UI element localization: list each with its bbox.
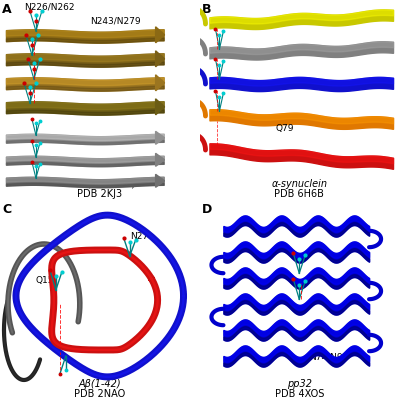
Text: HET-s(218-289): HET-s(218-289)	[62, 179, 137, 189]
Text: B: B	[201, 3, 211, 16]
Text: PDB 2KJ3: PDB 2KJ3	[77, 189, 122, 199]
Text: Aβ(1-42): Aβ(1-42)	[79, 379, 121, 389]
Polygon shape	[156, 131, 164, 144]
Text: N226/N262: N226/N262	[24, 3, 75, 12]
Text: α-synuclein: α-synuclein	[271, 179, 327, 189]
Text: C: C	[2, 203, 11, 216]
Polygon shape	[156, 75, 164, 91]
Text: N74/N98: N74/N98	[309, 352, 349, 361]
Text: A: A	[2, 3, 12, 16]
Text: PDB 2NAO: PDB 2NAO	[74, 389, 125, 399]
Text: PDB 6H6B: PDB 6H6B	[275, 189, 324, 199]
Polygon shape	[156, 27, 164, 43]
Polygon shape	[156, 174, 164, 187]
Polygon shape	[156, 153, 164, 166]
Polygon shape	[156, 51, 164, 67]
Text: PDB 4XOS: PDB 4XOS	[275, 389, 324, 399]
Text: Q79: Q79	[275, 124, 294, 133]
Text: pp32: pp32	[287, 379, 312, 389]
Text: N27: N27	[130, 232, 148, 241]
Polygon shape	[156, 99, 164, 115]
Text: Q15: Q15	[36, 276, 54, 285]
Text: N243/N279: N243/N279	[90, 17, 140, 26]
Text: D: D	[201, 203, 212, 216]
